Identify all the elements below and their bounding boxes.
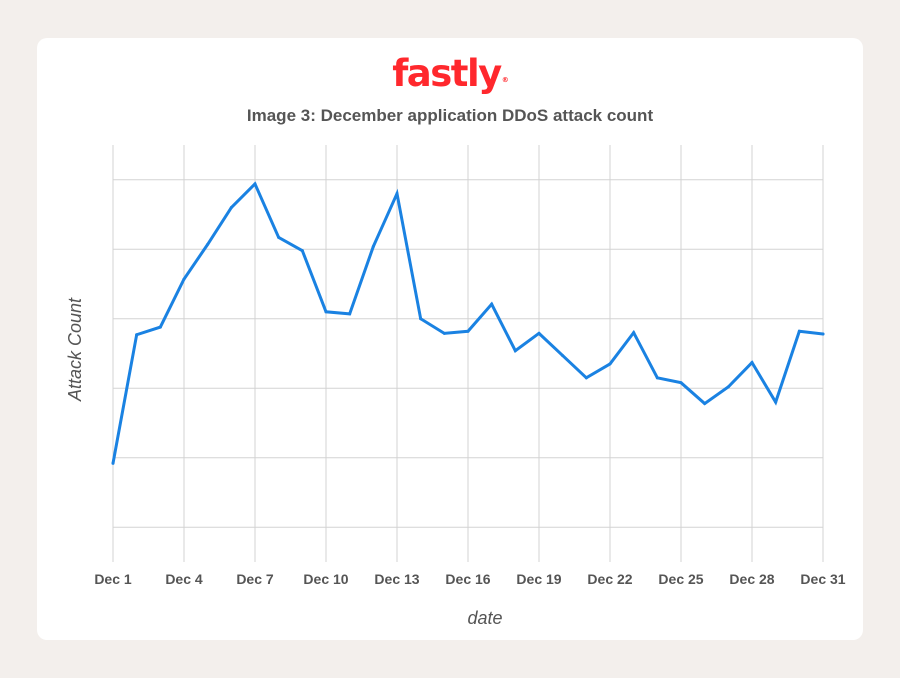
data-point bbox=[442, 331, 446, 335]
data-point bbox=[584, 376, 588, 380]
data-point bbox=[608, 362, 612, 366]
data-point bbox=[419, 317, 423, 321]
x-tick-label: Dec 28 bbox=[729, 571, 774, 587]
data-point bbox=[277, 235, 281, 239]
x-tick-label: Dec 25 bbox=[658, 571, 703, 587]
data-point bbox=[797, 329, 801, 333]
x-tick-label: Dec 13 bbox=[374, 571, 419, 587]
x-tick-label: Dec 31 bbox=[800, 571, 845, 587]
logo-text: fastly bbox=[392, 52, 502, 95]
data-point bbox=[182, 277, 186, 281]
x-axis-title: date bbox=[467, 608, 502, 628]
data-point bbox=[206, 242, 210, 246]
data-point bbox=[703, 402, 707, 406]
x-tick-label: Dec 22 bbox=[587, 571, 632, 587]
x-tick-label: Dec 10 bbox=[303, 571, 348, 587]
data-point bbox=[300, 249, 304, 253]
data-point bbox=[371, 244, 375, 248]
x-tick-label: Dec 7 bbox=[236, 571, 274, 587]
data-point bbox=[111, 461, 115, 465]
data-point bbox=[537, 331, 541, 335]
fastly-logo: fastly® bbox=[392, 52, 509, 95]
data-point bbox=[395, 192, 399, 196]
data-point bbox=[679, 381, 683, 385]
data-point bbox=[324, 310, 328, 314]
data-point bbox=[513, 349, 517, 353]
data-point bbox=[348, 312, 352, 316]
data-point bbox=[158, 325, 162, 329]
line-chart: Dec 1 Dec 4 Dec 7 Dec 10 Dec 13 Dec 16 Dec 19 D… bbox=[65, 145, 846, 628]
x-tick-label: Dec 19 bbox=[516, 571, 561, 587]
data-point bbox=[135, 333, 139, 337]
data-point bbox=[655, 376, 659, 380]
data-point bbox=[490, 302, 494, 306]
x-tick-label: Dec 1 bbox=[94, 571, 132, 587]
data-point bbox=[726, 385, 730, 389]
data-point bbox=[561, 354, 565, 358]
y-axis-title: Attack Count bbox=[65, 297, 85, 402]
data-point bbox=[466, 329, 470, 333]
x-tick-label: Dec 16 bbox=[445, 571, 490, 587]
data-point bbox=[821, 332, 825, 336]
chart-card: fastly® Image 3: December application DD… bbox=[37, 38, 863, 640]
chart-title: Image 3: December application DDoS attac… bbox=[246, 106, 654, 125]
x-tick-label: Dec 4 bbox=[165, 571, 203, 587]
data-point bbox=[253, 182, 257, 186]
data-point bbox=[632, 331, 636, 335]
data-point bbox=[229, 206, 233, 210]
data-point bbox=[750, 361, 754, 365]
data-point bbox=[774, 400, 778, 404]
